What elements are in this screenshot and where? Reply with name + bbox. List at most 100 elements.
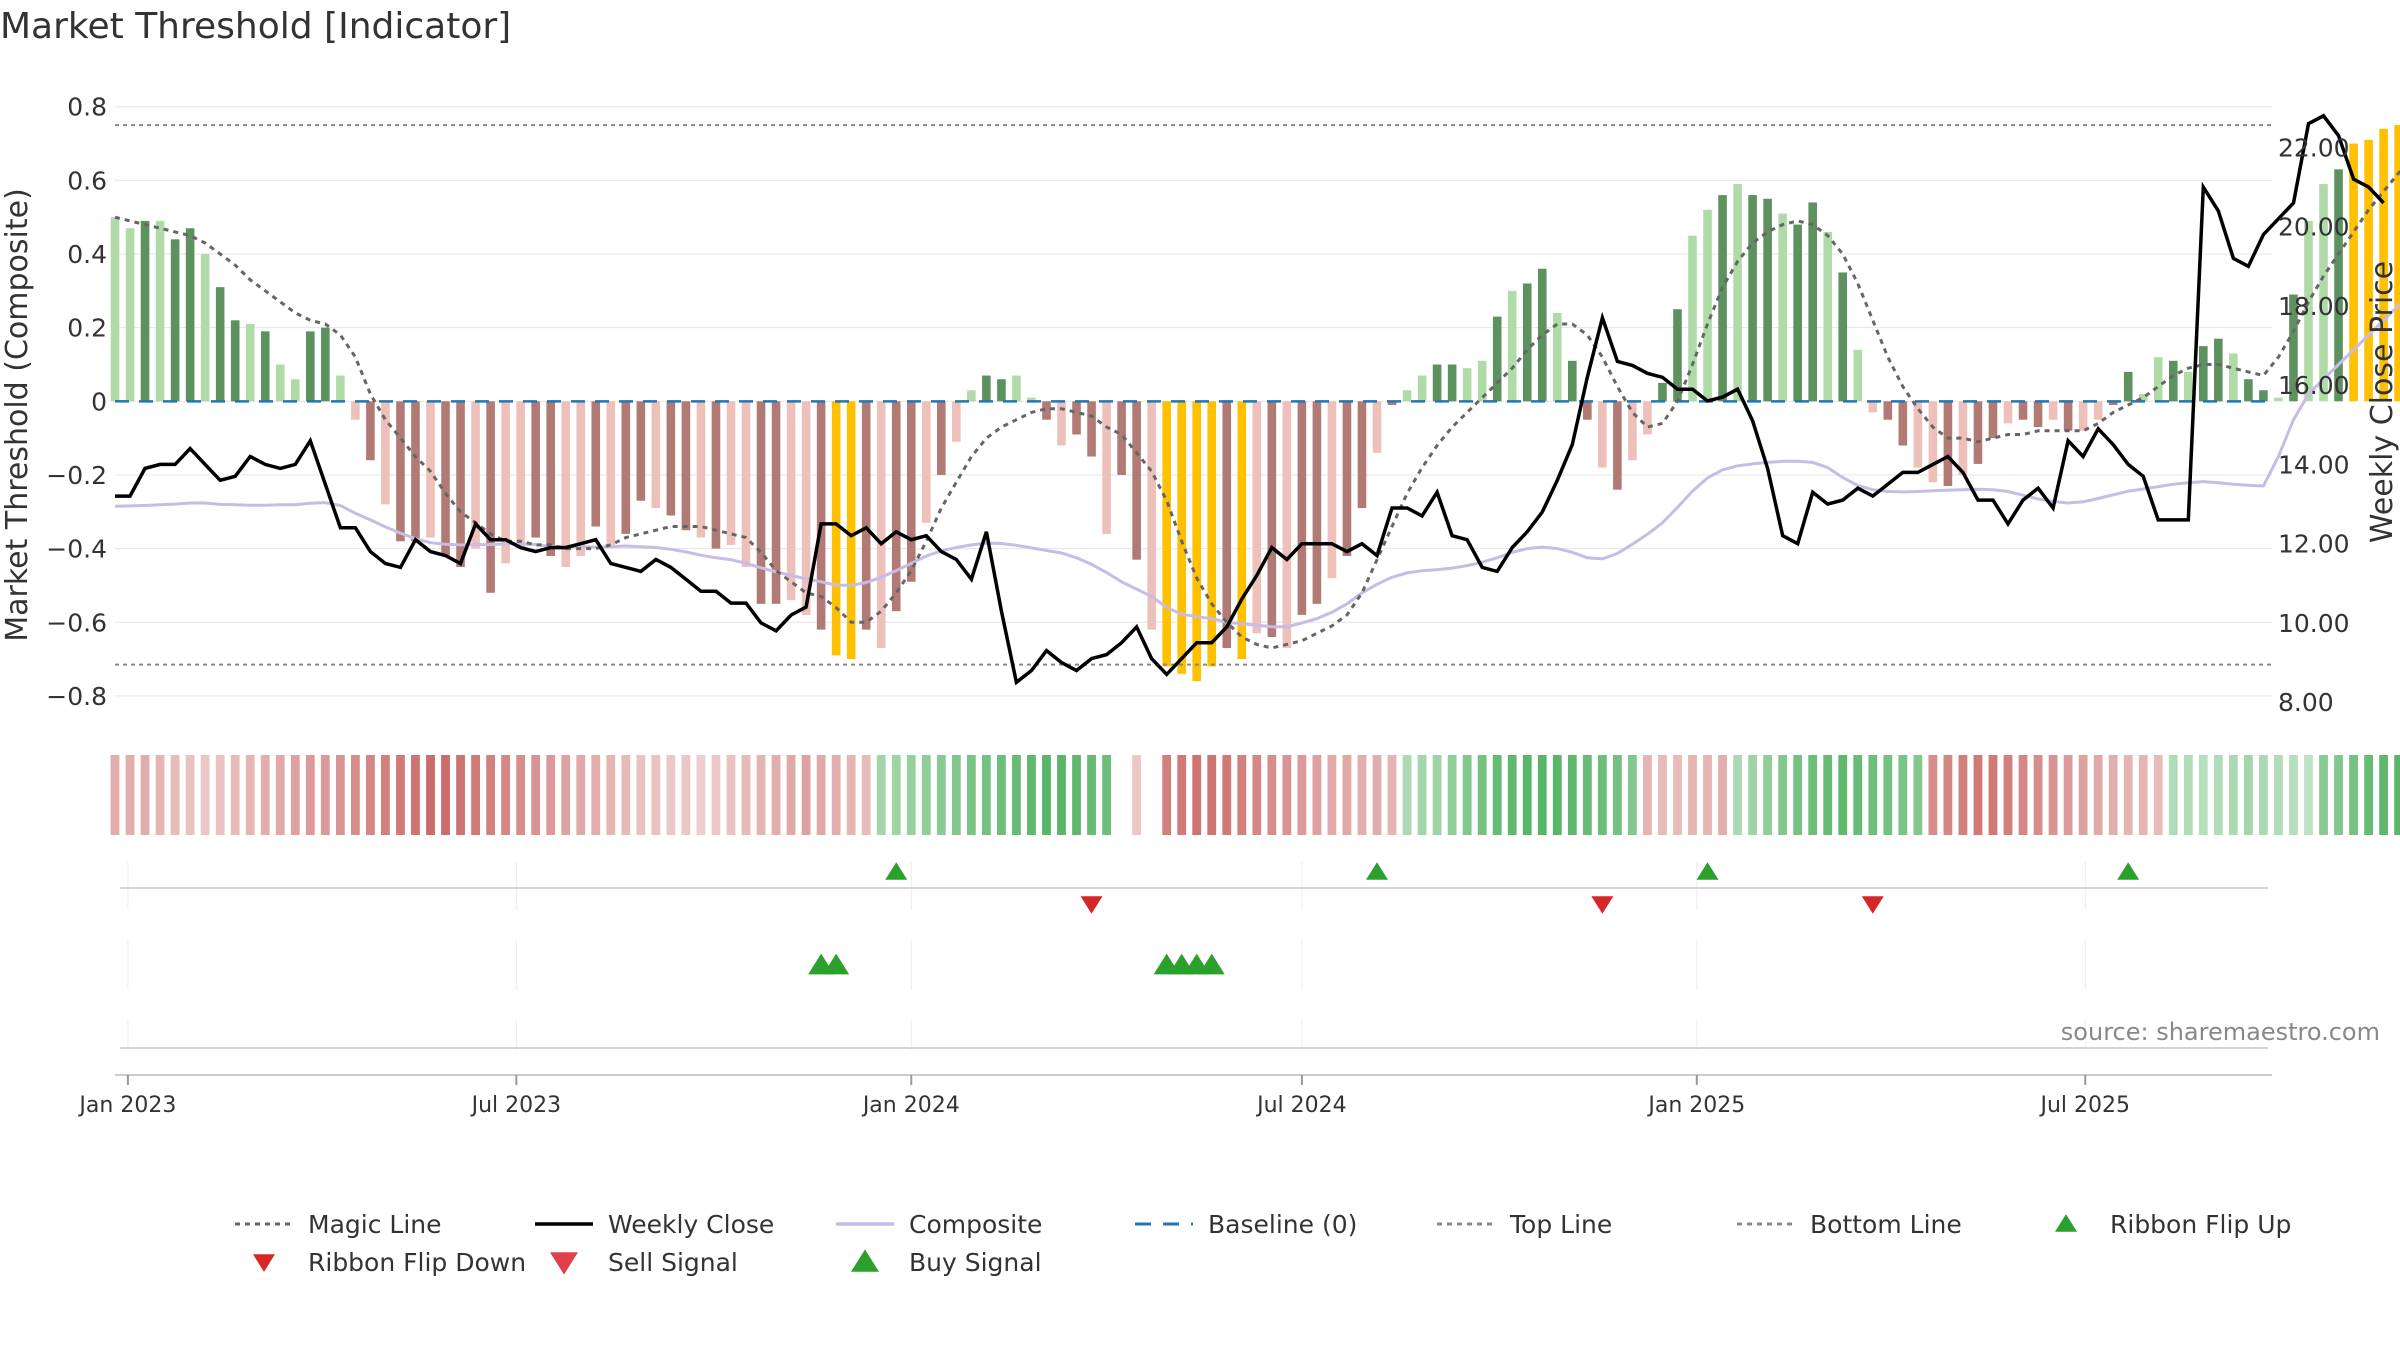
- ribbon-cell: [636, 755, 646, 835]
- composite-bar: [200, 254, 210, 402]
- composite-bar: [110, 217, 120, 402]
- composite-bar: [2349, 143, 2358, 402]
- composite-bar: [2319, 184, 2328, 402]
- composite-bar: [2214, 338, 2223, 402]
- ribbon-cell: [876, 755, 886, 835]
- ribbon-cell: [1988, 755, 1998, 835]
- ribbon-cell: [1177, 755, 1187, 835]
- composite-bar: [967, 390, 976, 402]
- ribbon-cell: [456, 755, 465, 835]
- ribbon-cell: [1733, 755, 1742, 835]
- composite-bar: [1522, 283, 1532, 402]
- composite-bar: [501, 401, 510, 564]
- ribbon-cell: [576, 755, 586, 835]
- composite-bar: [1898, 401, 1908, 446]
- composite-bar: [1027, 397, 1036, 402]
- series-lines: [114, 113, 2400, 686]
- ribbon-cell: [1057, 755, 1066, 835]
- y2-tick-label: 22.00: [2278, 133, 2350, 162]
- composite-bar: [681, 401, 691, 531]
- legend-label: Ribbon Flip Down: [308, 1248, 526, 1277]
- ribbon-cell: [1718, 755, 1727, 835]
- composite-bar: [275, 364, 285, 402]
- ribbon-cell: [2364, 755, 2373, 835]
- ribbon-cell: [2093, 755, 2103, 835]
- composite-bar: [125, 228, 135, 402]
- ribbon-cell: [350, 755, 360, 835]
- signal-panels: [120, 862, 2268, 1050]
- composite-bar: [260, 331, 270, 402]
- ribbon-cell: [1928, 755, 1938, 835]
- ribbon-cell: [2123, 755, 2133, 835]
- ribbon-cell: [1658, 755, 1667, 835]
- composite-bar: [1177, 401, 1186, 674]
- ribbon-cell: [2228, 755, 2238, 835]
- ribbon-cell: [891, 755, 901, 835]
- ribbon-cell: [1507, 755, 1517, 835]
- composite-bar: [1537, 268, 1547, 402]
- ribbon-cell: [2153, 755, 2163, 835]
- composite-bar: [1012, 375, 1021, 402]
- composite-bar: [2379, 128, 2388, 402]
- composite-bar: [636, 401, 646, 501]
- ribbon-cell: [1162, 755, 1172, 835]
- legend-label: Buy Signal: [909, 1248, 1042, 1277]
- ribbon-cell: [411, 755, 420, 835]
- legend-item: Ribbon Flip Up: [2055, 1210, 2291, 1239]
- composite-bar: [2229, 353, 2238, 402]
- ribbon-cell: [1688, 755, 1697, 835]
- ribbon-cell: [2183, 755, 2193, 835]
- ribbon-cell: [546, 755, 556, 835]
- composite-bar: [1432, 364, 1442, 402]
- ribbon-cell: [2394, 755, 2400, 835]
- composite-bar: [1207, 401, 1217, 667]
- ribbon-cell: [1778, 755, 1788, 835]
- composite-bar: [2274, 397, 2283, 402]
- ribbon-cell: [1913, 755, 1923, 835]
- ribbon-cell: [651, 755, 661, 835]
- ribbon-cell: [681, 755, 691, 835]
- y-tick-label: −0.2: [46, 461, 107, 490]
- composite-bar: [1282, 401, 1292, 649]
- composite-bar: [1222, 401, 1232, 649]
- ribbon-cell: [2108, 755, 2118, 835]
- ribbon-cell: [726, 755, 736, 835]
- composite-bar: [1763, 198, 1772, 402]
- ribbon-cell: [1838, 755, 1848, 835]
- composite-bar: [1718, 195, 1727, 402]
- composite-bar: [1613, 401, 1622, 490]
- y-tick-label: 0: [91, 387, 107, 416]
- ribbon-cell: [1267, 755, 1277, 835]
- ribbon-cell: [1132, 755, 1142, 835]
- composite-bar: [1327, 401, 1337, 579]
- composite-bar: [2168, 360, 2178, 402]
- ribbon-cell: [1477, 755, 1487, 835]
- legend-label: Composite: [909, 1210, 1042, 1239]
- composite-line: [114, 301, 2400, 629]
- legend-label: Bottom Line: [1810, 1210, 1962, 1239]
- composite-bar: [1342, 401, 1352, 556]
- y2-axis-title: Weekly Close Price: [2365, 261, 2400, 543]
- composite-bar: [651, 401, 661, 509]
- ribbon-cell: [1492, 755, 1502, 835]
- composite-bar: [321, 327, 330, 402]
- ribbon-cell: [1973, 755, 1983, 835]
- composite-bar: [381, 401, 390, 505]
- composite-bar: [1072, 401, 1081, 435]
- composite-bar: [576, 401, 586, 556]
- composite-bar: [1883, 401, 1893, 420]
- composite-bar: [170, 239, 180, 402]
- composite-bar: [441, 401, 450, 556]
- composite-bar: [1628, 401, 1637, 461]
- y2-tick-label: 8.00: [2278, 688, 2334, 717]
- composite-bar: [215, 287, 225, 402]
- composite-bar: [290, 379, 300, 402]
- ribbon-cell: [2319, 755, 2328, 835]
- composite-bar: [1943, 401, 1953, 487]
- composite-bar: [1387, 401, 1397, 405]
- ribbon-cell: [245, 755, 255, 835]
- ribbon-cell: [1327, 755, 1337, 835]
- composite-bar: [2259, 390, 2268, 402]
- ribbon-cell: [561, 755, 571, 835]
